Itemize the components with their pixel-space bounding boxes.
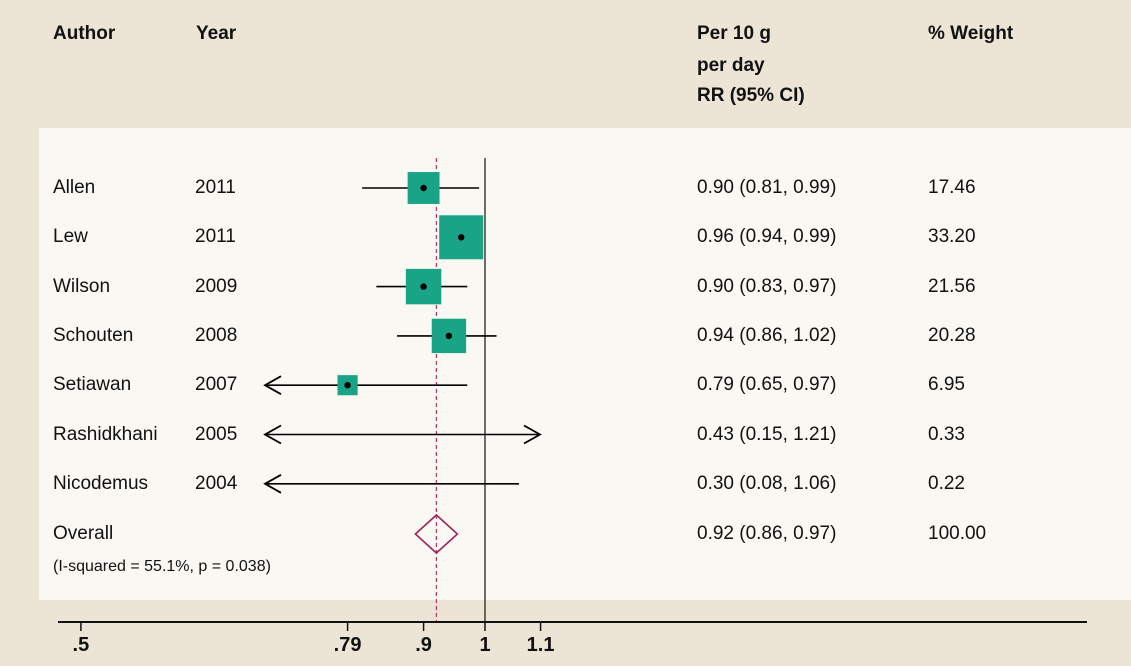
- header-author: Author: [53, 23, 116, 44]
- study-ci-text: 0.43 (0.15, 1.21): [697, 423, 837, 445]
- study-point-estimate: [458, 234, 465, 241]
- study-point-estimate: [445, 332, 453, 340]
- x-tick-label: 1.1: [526, 634, 555, 656]
- x-tick-label: .79: [333, 634, 362, 656]
- study-weight-text: 17.46: [928, 177, 976, 198]
- study-year: 2011: [195, 177, 236, 198]
- x-tick-label: .9: [415, 634, 432, 656]
- ci-right-arrow: [523, 424, 542, 445]
- header-effect-line2: per day: [697, 55, 765, 76]
- overall-weight-text: 100.00: [928, 523, 987, 544]
- x-tick-label: 1: [479, 634, 491, 656]
- study-ci-text: 0.79 (0.65, 0.97): [697, 374, 837, 396]
- study-ci-text: 0.94 (0.86, 1.02): [697, 324, 837, 346]
- study-year: 2004: [195, 472, 238, 494]
- study-weight-text: 21.56: [928, 275, 976, 297]
- study-ci-text: 0.90 (0.83, 0.97): [697, 275, 837, 297]
- overall-ci-text: 0.92 (0.86, 0.97): [697, 523, 837, 544]
- study-year: 2008: [195, 324, 238, 346]
- study-author: Schouten: [53, 324, 134, 346]
- study-year: 2009: [195, 275, 238, 297]
- study-weight-text: 20.28: [928, 324, 976, 346]
- study-ci-text: 0.90 (0.81, 0.99): [697, 177, 837, 198]
- study-ci-text: 0.96 (0.94, 0.99): [697, 226, 837, 248]
- header-year: Year: [196, 23, 237, 44]
- ci-left-arrow: [263, 375, 282, 395]
- study-author: Lew: [53, 226, 88, 248]
- study-author: Setiawan: [53, 374, 132, 396]
- study-point-estimate: [420, 184, 427, 192]
- study-weight-text: 33.20: [928, 226, 976, 248]
- study-point-estimate: [420, 283, 427, 290]
- header-weight: % Weight: [928, 23, 1014, 44]
- study-ci-text: 0.30 (0.08, 1.06): [697, 472, 837, 494]
- study-weight-text: 0.33: [928, 423, 965, 445]
- x-tick-label: .5: [72, 634, 90, 656]
- plot-panel: [39, 128, 1131, 600]
- study-author: Rashidkhani: [53, 423, 158, 445]
- ci-left-arrow: [263, 474, 282, 494]
- ci-left-arrow: [263, 424, 282, 445]
- overall-label: Overall: [53, 523, 114, 544]
- header-effect-line1: Per 10 g: [697, 23, 771, 44]
- study-author: Nicodemus: [53, 472, 149, 494]
- study-weight-text: 6.95: [928, 374, 965, 396]
- study-author: Wilson: [53, 275, 111, 297]
- study-year: 2007: [195, 374, 238, 396]
- study-weight-text: 0.22: [928, 472, 965, 494]
- overall-diamond: [414, 513, 459, 555]
- header-effect-line3: RR (95% CI): [697, 85, 805, 106]
- study-point-estimate: [344, 382, 351, 389]
- overall-heterogeneity-note: (I-squared = 55.1%, p = 0.038): [53, 558, 271, 575]
- study-author: Allen: [53, 177, 96, 198]
- study-year: 2005: [195, 423, 238, 445]
- study-year: 2011: [195, 226, 236, 248]
